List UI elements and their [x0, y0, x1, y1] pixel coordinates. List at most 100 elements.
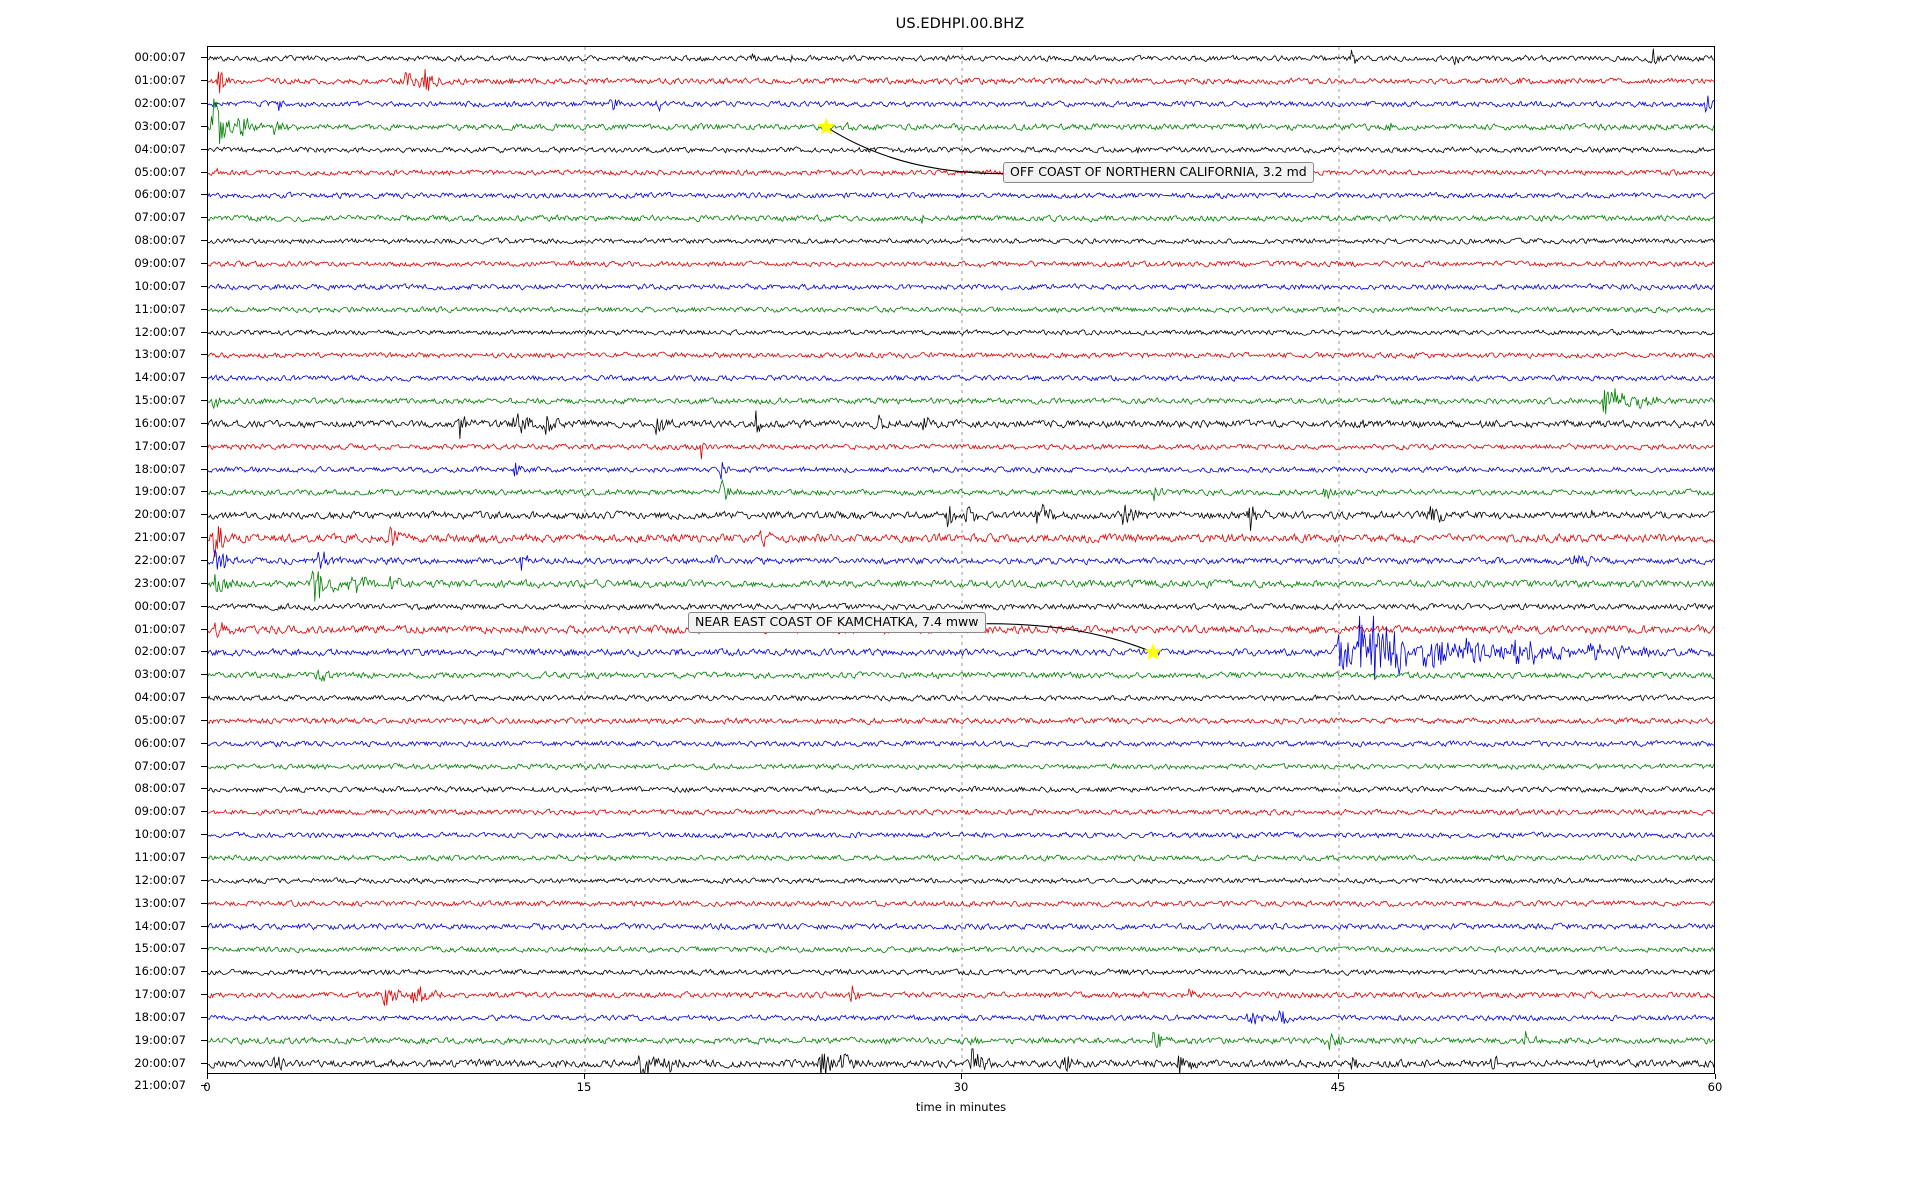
- seismogram-trace: [208, 69, 1714, 94]
- seismogram-trace: [208, 374, 1714, 382]
- y-axis-tick-mark: [201, 308, 207, 310]
- seismogram-trace: [208, 968, 1714, 977]
- x-axis-tick-label: 60: [1707, 1080, 1723, 1094]
- y-axis-tick-label: 09:00:07: [134, 804, 186, 819]
- y-axis-tick-label: 08:00:07: [134, 781, 186, 796]
- seismogram-trace: [208, 167, 1714, 177]
- y-axis-tick-label: 02:00:07: [134, 96, 186, 111]
- y-axis-tick-mark: [201, 697, 207, 699]
- y-axis-tick-mark: [201, 491, 207, 493]
- annotation-overlay: [817, 117, 1163, 661]
- y-axis-tick-mark: [201, 194, 207, 196]
- y-axis-tick-label: 03:00:07: [134, 667, 186, 682]
- seismogram-trace: [208, 808, 1714, 816]
- annotation-leader-line: [825, 126, 1005, 175]
- y-axis-tick-mark: [201, 719, 207, 721]
- seismogram-trace: [208, 945, 1714, 954]
- plot-area: [207, 46, 1715, 1074]
- y-axis-tick-mark: [201, 80, 207, 82]
- x-axis-tick-mark: [207, 1074, 208, 1079]
- seismogram-trace: [208, 602, 1714, 611]
- y-axis-tick-label: 19:00:07: [134, 484, 186, 499]
- seismogram-trace: [208, 668, 1714, 682]
- y-axis-tick-label: 06:00:07: [134, 735, 186, 750]
- seismogram-trace: [208, 410, 1714, 439]
- y-axis-tick-label: 15:00:07: [134, 941, 186, 956]
- seismogram-trace: [208, 985, 1714, 1006]
- y-axis-tick-label: 14:00:07: [134, 370, 186, 385]
- y-axis-tick-mark: [201, 834, 207, 836]
- y-axis-tick-label: 10:00:07: [134, 278, 186, 293]
- y-axis-tick-label: 18:00:07: [134, 1009, 186, 1024]
- y-axis-tick-mark: [201, 674, 207, 676]
- seismogram-trace: [208, 237, 1714, 245]
- y-axis-tick-label: 19:00:07: [134, 1032, 186, 1047]
- y-axis-tick-label: 13:00:07: [134, 895, 186, 910]
- y-axis-tick-mark: [201, 1016, 207, 1018]
- y-axis-tick-mark: [201, 560, 207, 561]
- y-axis-tick-mark: [201, 902, 207, 904]
- y-axis-tick-mark: [201, 468, 207, 470]
- y-axis-tick-mark: [201, 400, 207, 402]
- seismogram-trace: [208, 785, 1714, 794]
- y-axis-tick-label: 18:00:07: [134, 461, 186, 476]
- seismogram-trace: [208, 854, 1714, 862]
- annotation-leader-line: [986, 623, 1154, 653]
- seismogram-trace: [208, 306, 1714, 314]
- y-axis-tick-mark: [201, 285, 207, 287]
- seismogram-trace: [208, 762, 1714, 771]
- y-axis-labels: 00:00:07 01:00:07 02:00:07 03:00:07 04:00:07…: [0, 0, 207, 1200]
- y-axis-tick-mark: [201, 217, 207, 219]
- y-axis-tick-label: 10:00:07: [134, 827, 186, 842]
- y-axis-tick-label: 17:00:07: [134, 987, 186, 1002]
- y-axis-tick-mark: [201, 422, 207, 424]
- y-axis-tick-label: 04:00:07: [134, 141, 186, 156]
- y-axis-tick-label: 11:00:07: [134, 301, 186, 316]
- seismogram-trace: [208, 549, 1714, 571]
- y-axis-tick-mark: [201, 148, 207, 150]
- y-axis-tick-mark: [201, 240, 207, 242]
- x-axis-tick-mark: [961, 1074, 962, 1079]
- y-axis-tick-mark: [201, 331, 207, 333]
- y-axis-tick-mark: [201, 605, 207, 607]
- seismogram-trace: [208, 831, 1714, 839]
- x-axis-title: time in minutes: [915, 1100, 1007, 1114]
- seismogram-trace: [208, 570, 1714, 602]
- y-axis-tick-label: 16:00:07: [134, 415, 186, 430]
- y-axis-tick-mark: [201, 971, 207, 973]
- y-axis-tick-label: 09:00:07: [134, 256, 186, 271]
- y-axis-tick-mark: [201, 765, 207, 767]
- y-axis-tick-label: 08:00:07: [134, 233, 186, 248]
- y-axis-tick-label: 07:00:07: [134, 210, 186, 225]
- seismogram-trace: [208, 442, 1714, 460]
- y-axis-tick-mark: [201, 1062, 207, 1064]
- y-axis-tick-mark: [201, 1039, 207, 1041]
- seismogram-trace: [208, 48, 1714, 65]
- x-axis-tick-label: 30: [953, 1080, 969, 1094]
- y-axis-tick-label: 01:00:07: [134, 621, 186, 636]
- seismogram-trace: [208, 1031, 1714, 1050]
- seismogram-trace: [208, 615, 1714, 681]
- x-axis-tick-label: 15: [576, 1080, 592, 1094]
- y-axis-tick-mark: [201, 57, 207, 59]
- x-axis-tick-mark: [584, 1074, 585, 1079]
- seismogram-trace: [208, 716, 1714, 725]
- y-axis-tick-mark: [201, 788, 207, 790]
- y-axis-tick-label: 12:00:07: [134, 872, 186, 887]
- y-axis-tick-label: 14:00:07: [134, 918, 186, 933]
- seismogram-traces: [208, 48, 1714, 1073]
- y-axis-tick-mark: [201, 811, 207, 813]
- page-title: US.EDHPI.00.BHZ: [895, 16, 1025, 32]
- y-axis-tick-label: 13:00:07: [134, 347, 186, 362]
- y-axis-tick-mark: [201, 628, 207, 630]
- seismogram-trace: [208, 922, 1714, 931]
- y-axis-tick-label: 21:00:07: [134, 1078, 186, 1093]
- y-axis-tick-mark: [201, 445, 207, 447]
- seismogram-trace: [208, 388, 1714, 415]
- y-axis-tick-mark: [201, 582, 207, 584]
- event-annotation-label: OFF COAST OF NORTHERN CALIFORNIA, 3.2 md: [1003, 162, 1314, 184]
- y-axis-tick-label: 17:00:07: [134, 438, 186, 453]
- seismogram-trace: [208, 1010, 1714, 1025]
- y-axis-tick-mark: [201, 651, 207, 653]
